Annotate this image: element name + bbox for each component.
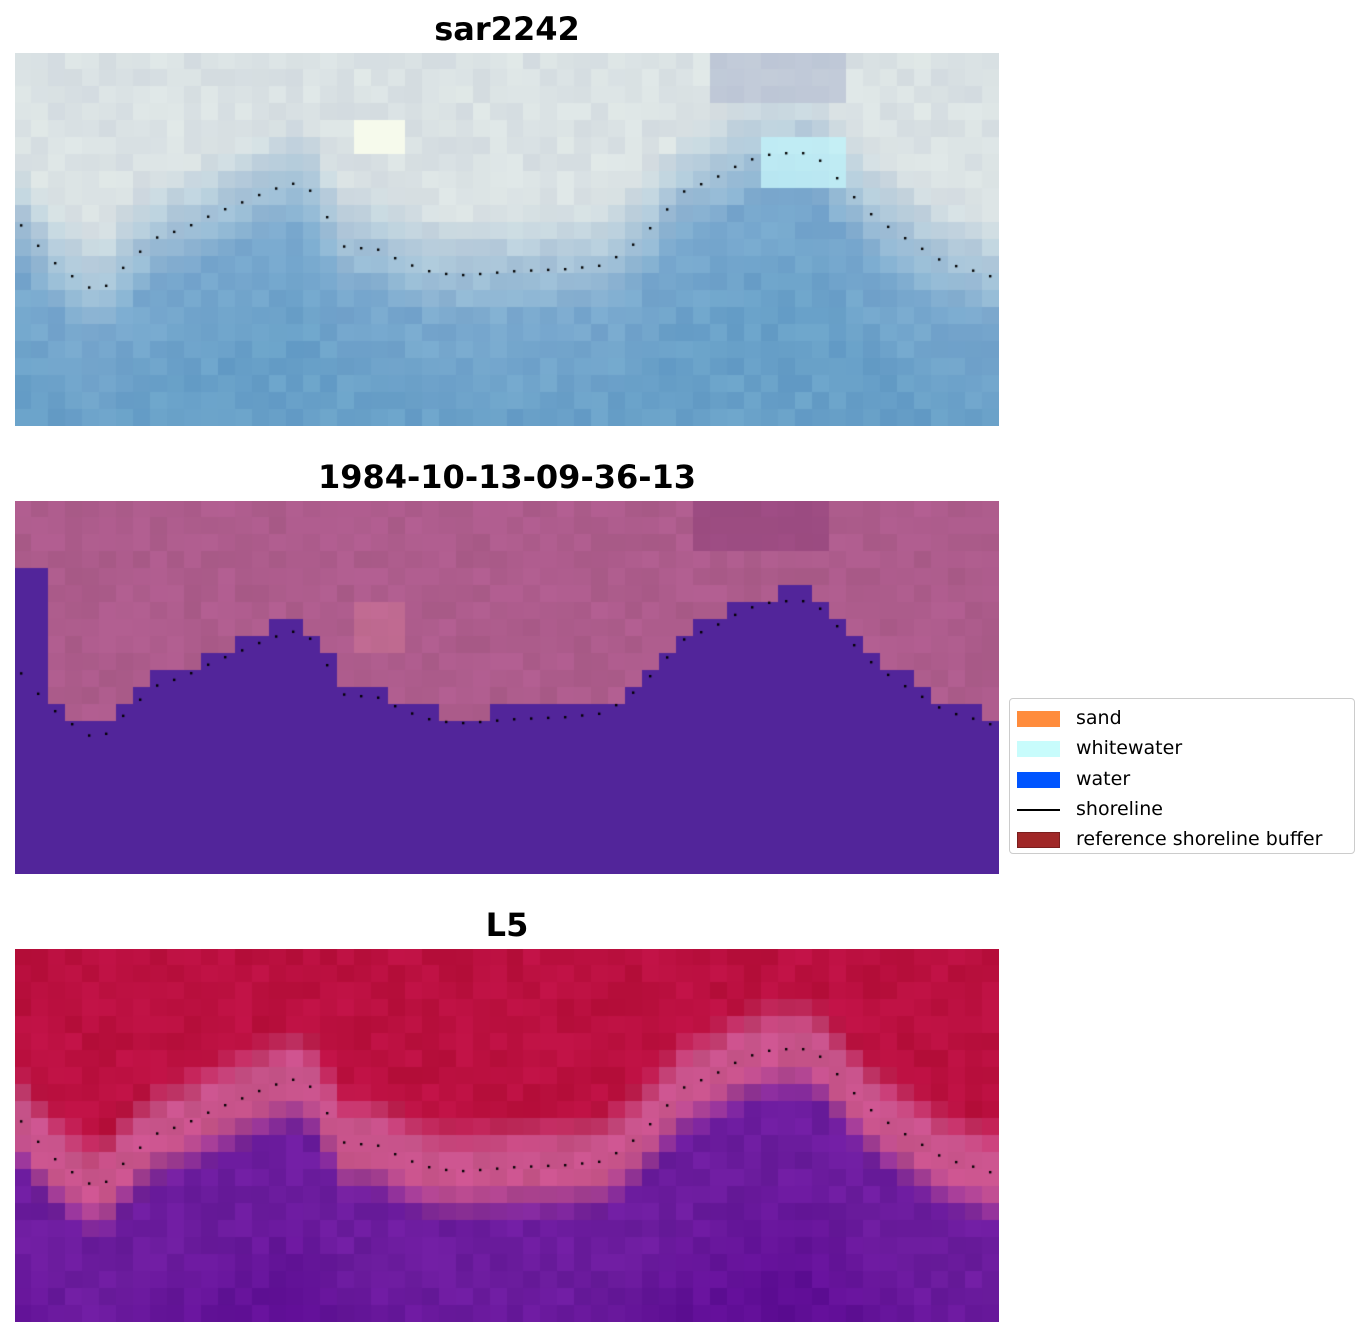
legend-item-reference-buffer: reference shoreline buffer xyxy=(1010,825,1354,855)
shoreline-line-icon xyxy=(1017,808,1060,811)
water-swatch-icon xyxy=(1017,771,1060,788)
legend-label: shoreline xyxy=(1076,797,1163,820)
rgb-image-panel xyxy=(15,53,999,426)
reference-buffer-swatch-icon xyxy=(1017,832,1060,849)
legend-label: water xyxy=(1076,767,1131,790)
legend-label: reference shoreline buffer xyxy=(1076,828,1323,851)
probability-image-panel xyxy=(15,949,999,1322)
whitewater-swatch-icon xyxy=(1017,741,1060,758)
legend-item-sand: sand xyxy=(1010,704,1354,734)
legend-item-water: water xyxy=(1010,765,1354,795)
legend-item-whitewater: whitewater xyxy=(1010,734,1354,764)
panel-title-3: L5 xyxy=(485,906,529,944)
legend-label: sand xyxy=(1076,707,1122,729)
legend: sand whitewater water shoreline referenc… xyxy=(1009,698,1355,854)
sand-swatch-icon xyxy=(1017,711,1060,727)
legend-item-shoreline: shoreline xyxy=(1010,795,1354,825)
panel-title-1: sar2242 xyxy=(434,10,580,48)
panel-title-2: 1984-10-13-09-36-13 xyxy=(317,458,697,496)
legend-label: whitewater xyxy=(1076,737,1183,760)
classification-image-panel xyxy=(15,501,999,874)
